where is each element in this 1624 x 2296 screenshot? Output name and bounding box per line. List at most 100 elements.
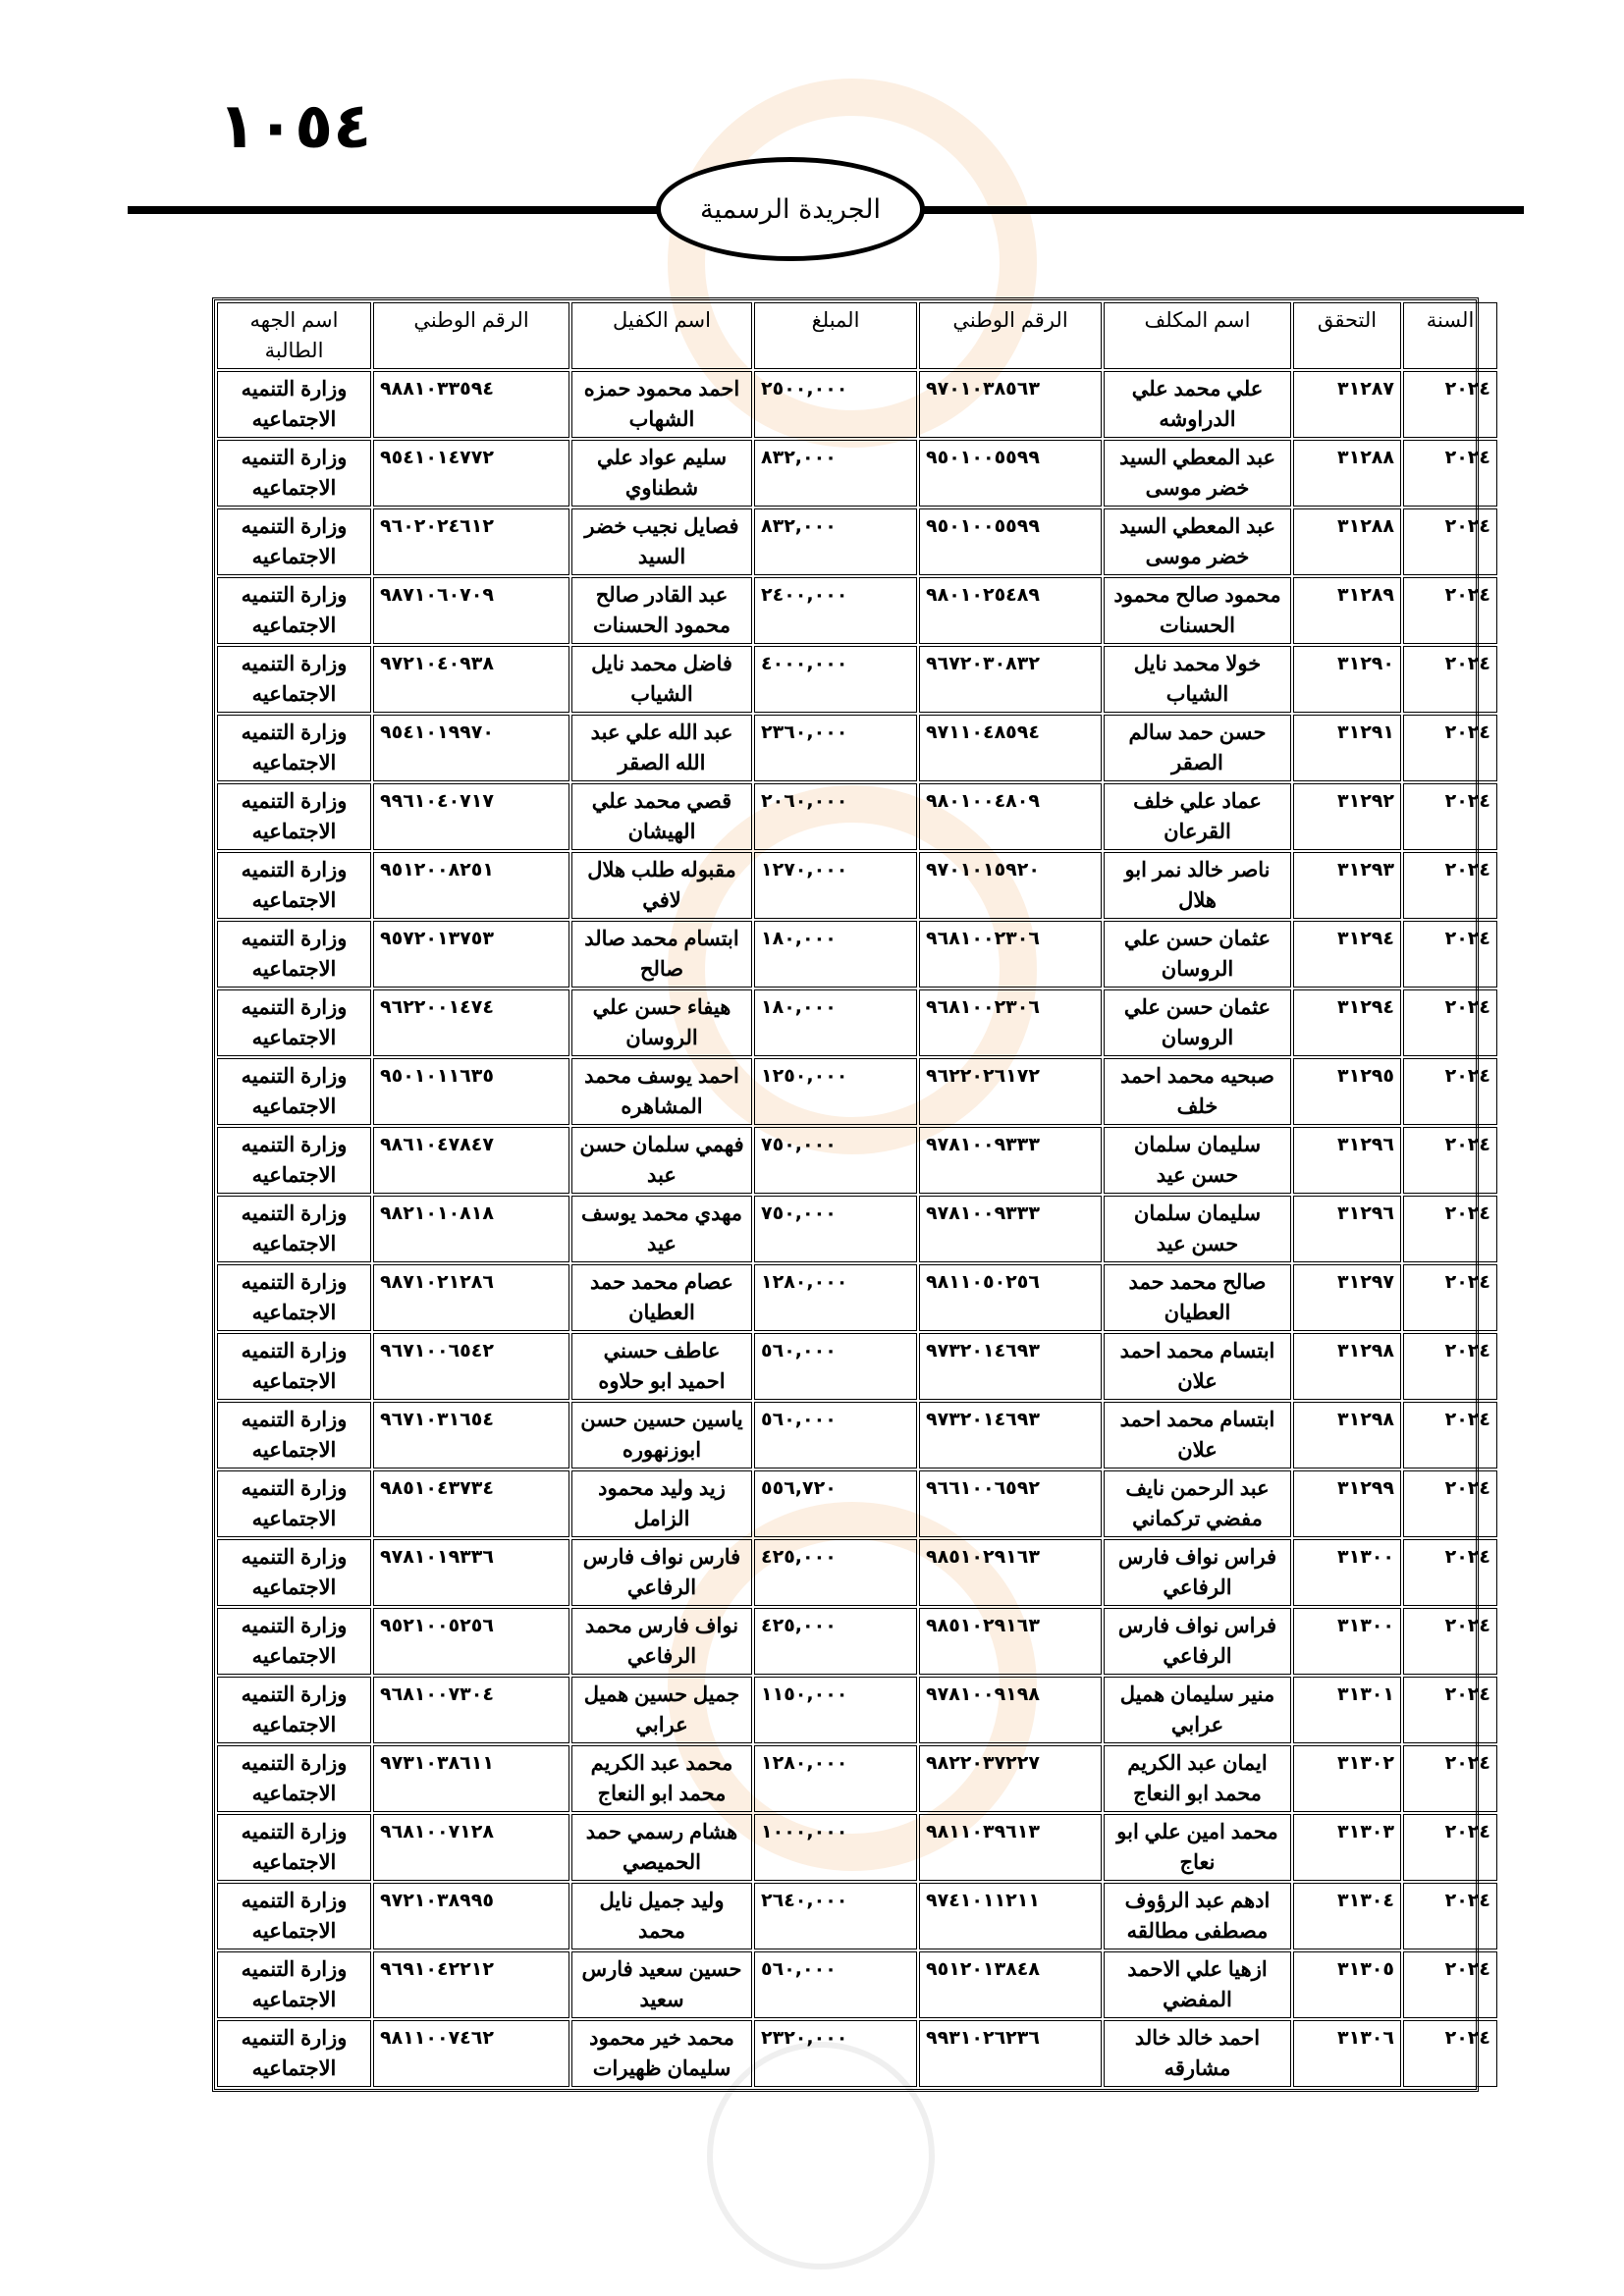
cell-verification: ٣١٢٩٤ xyxy=(1293,989,1401,1056)
table-row: ٢٠٢٤ ٣١٢٩٩ عبد الرحمن نايف مفضي تركماني ٩٦٦… xyxy=(217,1470,1497,1537)
cell-obligor-name: صبحيه محمد احمد خلف xyxy=(1104,1058,1291,1125)
cell-guarantor-national-id: ٩٨٢١٠١٠٨١٨ xyxy=(373,1196,569,1262)
cell-requesting-agency: وزارة التنميه الاجتماعيه xyxy=(217,440,371,507)
cell-verification: ٣١٢٨٧ xyxy=(1293,371,1401,438)
cell-requesting-agency: وزارة التنميه الاجتماعيه xyxy=(217,921,371,988)
cell-obligor-national-id: ٩٧٣٢٠١٤٦٩٣ xyxy=(919,1402,1102,1468)
table-row: ٢٠٢٤ ٣١٢٩٣ ناصر خالد نمر ابو هلال ٩٧٠١٠١٥٩٢… xyxy=(217,852,1497,919)
cell-obligor-national-id: ٩٥٠١٠٠٥٥٩٩ xyxy=(919,508,1102,575)
cell-obligor-name: فراس نواف فارس الرفاعي xyxy=(1104,1539,1291,1606)
cell-obligor-name: خولا محمد نايل الشياب xyxy=(1104,646,1291,713)
table-row: ٢٠٢٤ ٣١٣٠٤ ادهم عبد الرؤوف مصطفى مطالقه ٩٧٤… xyxy=(217,1883,1497,1949)
cell-obligor-national-id: ٩٨١١٠٥٠٢٥٦ xyxy=(919,1264,1102,1331)
cell-amount: ٧٥٠,٠٠٠ xyxy=(754,1127,917,1194)
cell-guarantor-name: فارس نواف فارس الرفاعي xyxy=(571,1539,752,1606)
cell-amount: ٧٥٠,٠٠٠ xyxy=(754,1196,917,1262)
cell-guarantor-national-id: ٩٨٦١٠٤٧٨٤٧ xyxy=(373,1127,569,1194)
cell-obligor-name: ادهم عبد الرؤوف مصطفى مطالقه xyxy=(1104,1883,1291,1949)
cell-obligor-name: محمد امين علي ابو نعاج xyxy=(1104,1814,1291,1881)
cell-verification: ٣١٢٩١ xyxy=(1293,715,1401,781)
header-obligor-national-id: الرقم الوطني xyxy=(919,302,1102,369)
cell-requesting-agency: وزارة التنميه الاجتماعيه xyxy=(217,1539,371,1606)
cell-amount: ١٢٧٠,٠٠٠ xyxy=(754,852,917,919)
header-year: السنة xyxy=(1403,302,1497,369)
cell-verification: ٣١٢٩٢ xyxy=(1293,783,1401,850)
cell-verification: ٣١٢٩٥ xyxy=(1293,1058,1401,1125)
cell-year: ٢٠٢٤ xyxy=(1403,371,1497,438)
cell-guarantor-name: قصي محمد علي الهيشان xyxy=(571,783,752,850)
cell-verification: ٣١٣٠٢ xyxy=(1293,1745,1401,1812)
cell-obligor-national-id: ٩٨٢٢٠٣٧٢٢٧ xyxy=(919,1745,1102,1812)
cell-guarantor-name: هيفاء حسن علي الروسان xyxy=(571,989,752,1056)
cell-guarantor-national-id: ٩٥١٢٠٠٨٢٥١ xyxy=(373,852,569,919)
cell-verification: ٣١٢٩٤ xyxy=(1293,921,1401,988)
cell-year: ٢٠٢٤ xyxy=(1403,989,1497,1056)
cell-verification: ٣١٣٠١ xyxy=(1293,1677,1401,1743)
cell-guarantor-name: سليم عواد علي شطناوي xyxy=(571,440,752,507)
cell-obligor-national-id: ٩٨٥١٠٢٩١٦٣ xyxy=(919,1539,1102,1606)
cell-verification: ٣١٢٨٨ xyxy=(1293,508,1401,575)
cell-guarantor-national-id: ٩٥٢١٠٠٥٢٥٦ xyxy=(373,1608,569,1675)
cell-requesting-agency: وزارة التنميه الاجتماعيه xyxy=(217,1264,371,1331)
cell-requesting-agency: وزارة التنميه الاجتماعيه xyxy=(217,715,371,781)
cell-obligor-name: عبد المعطي السيد خضر موسى xyxy=(1104,508,1291,575)
cell-requesting-agency: وزارة التنميه الاجتماعيه xyxy=(217,2020,371,2087)
cell-guarantor-national-id: ٩٦٧١٠٣١٦٥٤ xyxy=(373,1402,569,1468)
cell-year: ٢٠٢٤ xyxy=(1403,715,1497,781)
table-row: ٢٠٢٤ ٣١٣٠٦ احمد خالد خالد مشارقه ٩٩٣١٠٢٦٢٣٦… xyxy=(217,2020,1497,2087)
cell-guarantor-national-id: ٩٨٧١٠٢١٢٨٦ xyxy=(373,1264,569,1331)
cell-obligor-national-id: ٩٧٤١٠١١٢١١ xyxy=(919,1883,1102,1949)
cell-verification: ٣١٣٠٣ xyxy=(1293,1814,1401,1881)
cell-obligor-national-id: ٩٦٨١٠٠٢٣٠٦ xyxy=(919,989,1102,1056)
header-verification: التحقق xyxy=(1293,302,1401,369)
cell-requesting-agency: وزارة التنميه الاجتماعيه xyxy=(217,1127,371,1194)
cell-guarantor-national-id: ٩٥٠١٠١١٦٣٥ xyxy=(373,1058,569,1125)
cell-requesting-agency: وزارة التنميه الاجتماعيه xyxy=(217,577,371,644)
masthead-oval: الجريدة الرسمية xyxy=(656,157,925,261)
cell-obligor-name: احمد خالد خالد مشارقه xyxy=(1104,2020,1291,2087)
cell-guarantor-name: احمد يوسف محمد المشاهره xyxy=(571,1058,752,1125)
cell-year: ٢٠٢٤ xyxy=(1403,1814,1497,1881)
cell-amount: ١٢٥٠,٠٠٠ xyxy=(754,1058,917,1125)
cell-guarantor-national-id: ٩٨٥١٠٤٣٧٣٤ xyxy=(373,1470,569,1537)
cell-requesting-agency: وزارة التنميه الاجتماعيه xyxy=(217,1058,371,1125)
cell-verification: ٣١٣٠٥ xyxy=(1293,1951,1401,2018)
cell-requesting-agency: وزارة التنميه الاجتماعيه xyxy=(217,1196,371,1262)
cell-amount: ١٨٠,٠٠٠ xyxy=(754,989,917,1056)
cell-requesting-agency: وزارة التنميه الاجتماعيه xyxy=(217,371,371,438)
cell-obligor-national-id: ٩٥٠١٠٠٥٥٩٩ xyxy=(919,440,1102,507)
cell-obligor-national-id: ٩٧١١٠٤٨٥٩٤ xyxy=(919,715,1102,781)
cell-year: ٢٠٢٤ xyxy=(1403,577,1497,644)
cell-requesting-agency: وزارة التنميه الاجتماعيه xyxy=(217,989,371,1056)
cell-guarantor-national-id: ٩٩٦١٠٤٠٧١٧ xyxy=(373,783,569,850)
cell-guarantor-name: عبد الله علي عبد الله الصقر xyxy=(571,715,752,781)
cell-verification: ٣١٢٩٠ xyxy=(1293,646,1401,713)
table-row: ٢٠٢٤ ٣١٢٩٠ خولا محمد نايل الشياب ٩٦٧٢٠٣٠٨٣٢… xyxy=(217,646,1497,713)
cell-guarantor-name: عاطف حسني احميد ابو حلاوه xyxy=(571,1333,752,1400)
cell-amount: ٢٣٦٠,٠٠٠ xyxy=(754,715,917,781)
cell-amount: ١٨٠,٠٠٠ xyxy=(754,921,917,988)
cell-requesting-agency: وزارة التنميه الاجتماعيه xyxy=(217,783,371,850)
cell-guarantor-name: عبد القادر صالح محمود الحسنات xyxy=(571,577,752,644)
records-table: السنة التحقق اسم المكلف الرقم الوطني الم… xyxy=(212,297,1497,2092)
cell-year: ٢٠٢٤ xyxy=(1403,1058,1497,1125)
cell-requesting-agency: وزارة التنميه الاجتماعيه xyxy=(217,1608,371,1675)
cell-obligor-name: عثمان حسن علي الروسان xyxy=(1104,921,1291,988)
cell-obligor-national-id: ٩٨٠١٠٢٥٤٨٩ xyxy=(919,577,1102,644)
cell-obligor-national-id: ٩٨٥١٠٢٩١٦٣ xyxy=(919,1608,1102,1675)
cell-obligor-national-id: ٩٧٨١٠٠٩١٩٨ xyxy=(919,1677,1102,1743)
cell-obligor-name: عثمان حسن علي الروسان xyxy=(1104,989,1291,1056)
table-header-row: السنة التحقق اسم المكلف الرقم الوطني الم… xyxy=(217,302,1497,369)
masthead-title: الجريدة الرسمية xyxy=(700,193,881,225)
cell-amount: ٢٦٤٠,٠٠٠ xyxy=(754,1883,917,1949)
cell-amount: ٥٦٠,٠٠٠ xyxy=(754,1951,917,2018)
cell-requesting-agency: وزارة التنميه الاجتماعيه xyxy=(217,1677,371,1743)
cell-year: ٢٠٢٤ xyxy=(1403,1402,1497,1468)
cell-verification: ٣١٣٠٠ xyxy=(1293,1608,1401,1675)
cell-obligor-national-id: ٩٨٠١٠٠٤٨٠٩ xyxy=(919,783,1102,850)
cell-verification: ٣١٢٩٩ xyxy=(1293,1470,1401,1537)
cell-guarantor-national-id: ٩٨١١٠٠٧٤٦٢ xyxy=(373,2020,569,2087)
cell-amount: ١٠٠٠,٠٠٠ xyxy=(754,1814,917,1881)
table-row: ٢٠٢٤ ٣١٣٠١ منير سليمان هميل عرابي ٩٧٨١٠٠٩١٩… xyxy=(217,1677,1497,1743)
cell-amount: ٥٦٠,٠٠٠ xyxy=(754,1333,917,1400)
